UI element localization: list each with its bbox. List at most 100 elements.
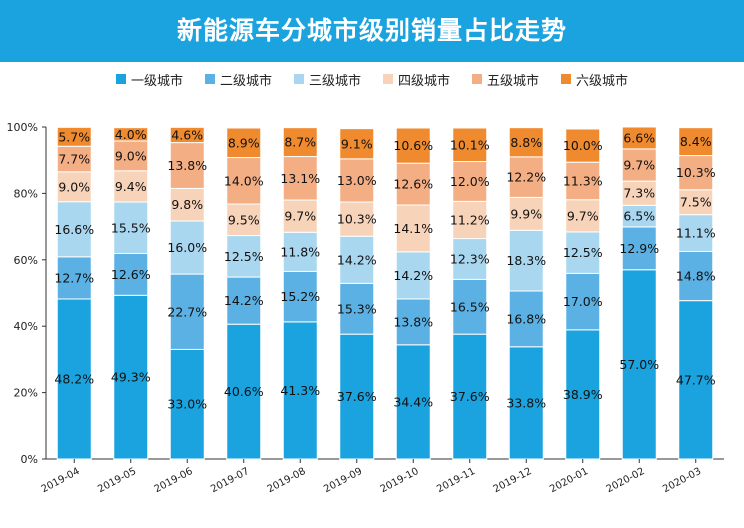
bar-segment — [508, 290, 544, 348]
y-tick-label: 80% — [14, 187, 38, 200]
legend-swatch — [383, 74, 393, 84]
bar-segment — [339, 128, 375, 160]
data-label: 7.3% — [623, 186, 655, 201]
data-label: 12.5% — [563, 245, 603, 260]
x-tick-label: 2019-11 — [435, 466, 477, 495]
legend-swatch — [204, 74, 215, 84]
data-label: 9.7% — [284, 209, 316, 224]
bar-segment — [678, 214, 714, 252]
data-label: 37.6% — [450, 389, 490, 404]
bar-segment — [226, 235, 262, 278]
data-label: 11.3% — [563, 173, 603, 188]
data-label: 16.8% — [506, 311, 546, 326]
legend-label: 三级城市 — [308, 73, 361, 89]
bar-segment — [226, 127, 262, 159]
data-label: 8.8% — [510, 135, 542, 150]
bar-segment — [395, 298, 431, 346]
bar-segment — [169, 187, 205, 222]
legend-item-4: 四级城市 — [383, 70, 450, 89]
data-label: 16.6% — [54, 222, 94, 237]
data-label: 9.1% — [341, 136, 373, 151]
data-label: 6.6% — [623, 130, 655, 145]
bar-segment — [282, 199, 318, 233]
data-label: 14.0% — [224, 173, 264, 188]
x-tick-label: 2019-12 — [492, 466, 534, 495]
x-tick-label: 2019-07 — [209, 466, 251, 495]
x-tick-label: 2019-10 — [379, 466, 421, 495]
bar-segment — [621, 126, 657, 150]
x-tick-label: 2019-05 — [96, 466, 138, 495]
bar-segment — [56, 256, 92, 300]
legend-swatch — [561, 74, 572, 84]
legend-item-5: 五级城市 — [472, 70, 539, 89]
legend-label: 五级城市 — [487, 73, 540, 89]
data-label: 10.6% — [393, 138, 433, 153]
data-label: 9.5% — [228, 212, 260, 227]
legend: 一级城市 二级城市 三级城市 四级城市 五级城市 六级城市 — [0, 68, 744, 90]
bar-segment — [678, 189, 714, 216]
bar-segment — [565, 329, 601, 460]
legend-label: 二级城市 — [219, 73, 272, 89]
bar-segment — [621, 148, 657, 182]
data-label: 9.8% — [171, 197, 203, 212]
data-label: 9.0% — [115, 148, 147, 163]
bar-segment — [282, 156, 318, 201]
data-label: 5.7% — [58, 129, 90, 144]
bar-segment — [452, 127, 488, 163]
data-label: 12.0% — [450, 174, 490, 189]
data-label: 40.6% — [224, 384, 264, 399]
data-label: 12.5% — [224, 249, 264, 264]
data-label: 18.3% — [506, 253, 546, 268]
data-label: 12.7% — [54, 270, 94, 285]
data-label: 57.0% — [619, 357, 659, 372]
data-label: 16.0% — [167, 240, 207, 255]
legend-item-1: 一级城市 — [115, 70, 183, 89]
data-label: 4.6% — [171, 127, 203, 142]
bar-segment — [56, 171, 92, 203]
bar-segment — [226, 323, 262, 460]
title-bar: 新能源车分城市级别销量占比走势 — [0, 0, 744, 62]
bar-segment — [226, 276, 262, 325]
legend-label: 四级城市 — [398, 73, 451, 89]
data-label: 12.6% — [393, 177, 433, 192]
data-label: 14.2% — [393, 268, 433, 283]
bar-segment — [452, 200, 488, 240]
bar-segment — [395, 204, 431, 253]
data-label: 17.0% — [563, 294, 603, 309]
data-label: 13.8% — [393, 314, 433, 329]
bar-segment — [508, 127, 544, 158]
data-label: 38.9% — [563, 387, 603, 402]
x-tick-label: 2020-03 — [661, 466, 703, 495]
bar-segment — [508, 156, 544, 198]
data-label: 37.6% — [337, 389, 377, 404]
data-label: 13.8% — [167, 158, 207, 173]
data-label: 4.0% — [115, 127, 147, 142]
bar-segment — [169, 348, 205, 460]
data-label: 15.5% — [111, 220, 151, 235]
data-label: 11.8% — [280, 244, 320, 259]
bar-segment — [56, 201, 92, 258]
bar-segment — [113, 170, 149, 203]
data-label: 10.3% — [676, 165, 716, 180]
y-tick-label: 100% — [7, 121, 38, 134]
bar-segment — [395, 251, 431, 300]
data-label: 10.0% — [563, 138, 603, 153]
data-label: 15.3% — [337, 301, 377, 316]
bar-segment — [452, 278, 488, 335]
data-label: 7.7% — [58, 152, 90, 167]
data-label: 9.0% — [58, 179, 90, 194]
data-label: 11.1% — [676, 226, 716, 241]
legend-label: 六级城市 — [576, 73, 629, 89]
data-label: 16.5% — [450, 299, 490, 314]
chart-title: 新能源车分城市级别销量占比走势 — [176, 16, 567, 45]
bar-segment — [339, 235, 375, 284]
y-tick-label: 20% — [14, 387, 38, 400]
bar-segment — [678, 300, 714, 460]
bar-segment — [395, 127, 431, 164]
data-label: 10.1% — [450, 137, 490, 152]
data-label: 10.3% — [337, 212, 377, 227]
bar-segment — [282, 270, 318, 323]
data-label: 12.2% — [506, 170, 546, 185]
x-tick-label: 2019-09 — [322, 466, 364, 495]
